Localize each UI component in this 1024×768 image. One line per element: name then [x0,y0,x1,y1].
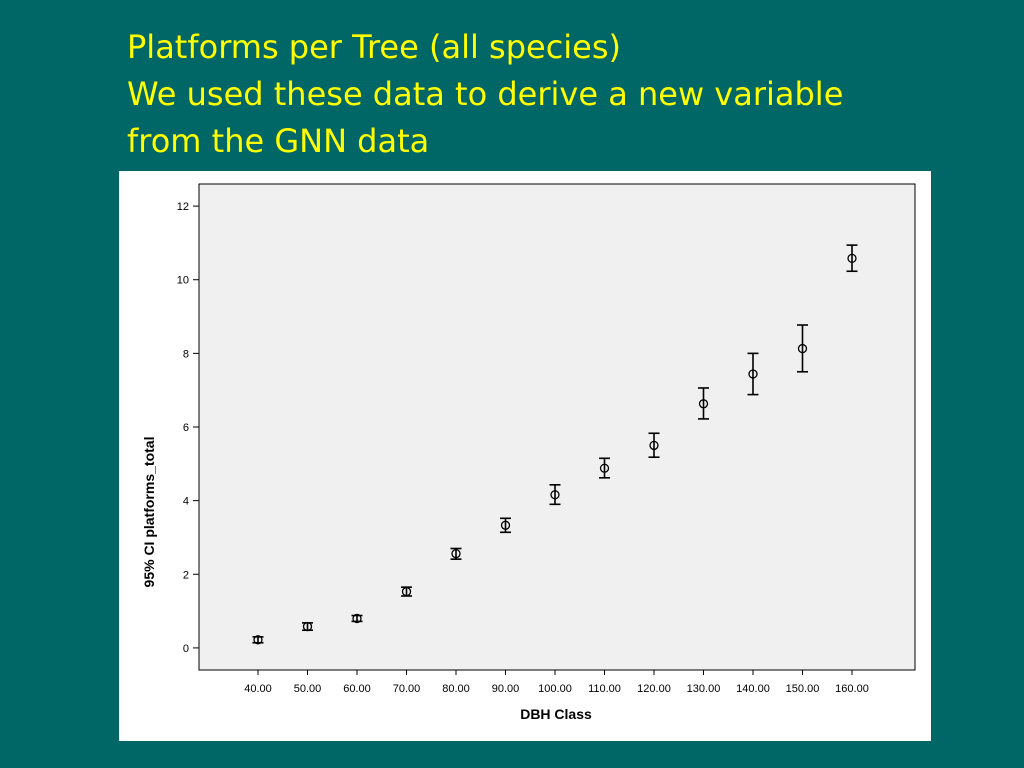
error-bar-point [450,547,462,560]
y-axis-label: 95% CI platforms_total [141,437,157,588]
y-tick-label: 12 [177,201,189,213]
x-tick-label: 90.00 [492,683,520,695]
y-tick-label: 4 [183,496,189,508]
x-tick-label: 120.00 [637,683,671,695]
x-tick-label: 150.00 [786,683,820,695]
slide-title: Platforms per Tree (all species) We used… [127,24,1007,165]
error-bar-point [252,635,264,645]
y-axis: 0 2 4 6 8 10 12 [177,201,199,655]
error-bar-point [302,621,313,632]
chart-panel: 0 2 4 6 8 10 12 40.00 50.00 60.00 70.00 80.00 90.00… [119,171,931,741]
y-tick-label: 10 [177,275,189,287]
y-tick-label: 2 [183,569,189,581]
title-line-1: Platforms per Tree (all species) [127,28,622,66]
mean-marker [550,490,560,500]
x-tick-label: 130.00 [687,683,721,695]
mean-marker [352,613,362,624]
error-bar-point [500,517,511,534]
x-axis: 40.00 50.00 60.00 70.00 80.00 90.00 100.00 110.… [244,670,869,695]
mean-marker [500,520,511,530]
mean-marker [599,463,610,473]
error-bar-point [846,244,858,273]
y-tick-label: 8 [183,348,189,360]
error-bar-point [351,613,363,624]
x-tick-label: 60.00 [343,683,371,695]
mean-marker [797,343,808,354]
mean-marker [302,621,313,632]
error-bar-point [698,387,709,420]
mean-marker [649,440,659,451]
mean-marker [698,399,709,409]
x-tick-label: 80.00 [442,683,470,695]
x-axis-label: DBH Class [520,706,592,722]
x-tick-label: 160.00 [835,683,869,695]
x-tick-label: 70.00 [393,683,421,695]
x-tick-label: 110.00 [588,683,621,695]
x-tick-label: 40.00 [244,683,272,695]
plot-area [198,183,916,671]
error-bar-point [797,324,808,373]
error-bar-point [599,457,610,479]
data-marks [252,244,858,645]
x-tick-label: 100.00 [538,683,572,695]
title-line-2: We used these data to derive a new varia… [127,75,844,113]
mean-marker [748,369,758,379]
error-bar-point [747,352,759,396]
error-bar-point [648,432,660,458]
x-tick-label: 140.00 [736,683,770,695]
mean-marker [451,549,461,559]
mean-marker [253,635,263,645]
y-tick-label: 0 [183,643,189,655]
title-line-3: from the GNN data [127,122,430,160]
error-bar-point [549,484,561,506]
mean-marker [401,586,412,597]
error-bar-point [401,586,412,597]
error-bar-chart: 0 2 4 6 8 10 12 40.00 50.00 60.00 70.00 80.00 90.00… [141,183,916,722]
mean-marker [847,253,857,264]
x-tick-label: 50.00 [294,683,322,695]
y-tick-label: 6 [183,422,189,434]
